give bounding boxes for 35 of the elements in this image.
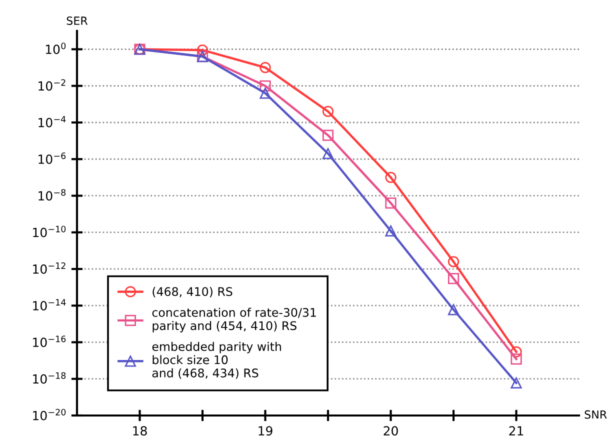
x-tick-label: 19 (258, 426, 272, 436)
point (322, 130, 334, 141)
x-axis-title: SNR (584, 410, 607, 419)
y-tick-label: 10$^{−10}$ (33, 226, 66, 238)
legend-label: embedded parity with block size 10 and (468, 434) RS (152, 342, 281, 379)
y-tick-label: 10$^{−18}$ (33, 372, 66, 384)
x-tick-label: 18 (133, 426, 147, 436)
point (510, 354, 522, 365)
y-tick-label: 10$^{−6}$ (38, 152, 66, 164)
point (260, 62, 271, 74)
legend-label: (468, 410) RS (152, 286, 232, 298)
point (385, 225, 396, 236)
y-tick-label: 10$^{−16}$ (33, 336, 66, 348)
point (448, 256, 460, 268)
point (322, 106, 334, 118)
point (260, 88, 271, 99)
point (510, 377, 522, 388)
point (448, 273, 460, 284)
point (385, 197, 396, 209)
point (260, 80, 271, 92)
point (322, 148, 334, 160)
y-tick-label: 10$^{−4}$ (38, 116, 66, 128)
point (448, 304, 460, 316)
x-tick-label: 21 (509, 426, 524, 436)
y-tick-label: 10$^{0}$ (46, 42, 66, 54)
y-tick-label: 10$^{−8}$ (38, 189, 66, 201)
point (385, 172, 396, 183)
point (196, 44, 208, 56)
y-tick-label: 10$^{−12}$ (33, 262, 66, 274)
x-tick-label: 20 (384, 426, 398, 436)
y-axis-title: SER (66, 16, 88, 25)
y-tick-label: 10$^{−14}$ (33, 299, 66, 310)
y-tick-label: 10$^{−20}$ (33, 408, 66, 420)
legend-label: concatenation of rate-30/31 parity and (454, 410) RS (152, 308, 316, 332)
y-tick-label: 10$^{−2}$ (38, 79, 66, 91)
